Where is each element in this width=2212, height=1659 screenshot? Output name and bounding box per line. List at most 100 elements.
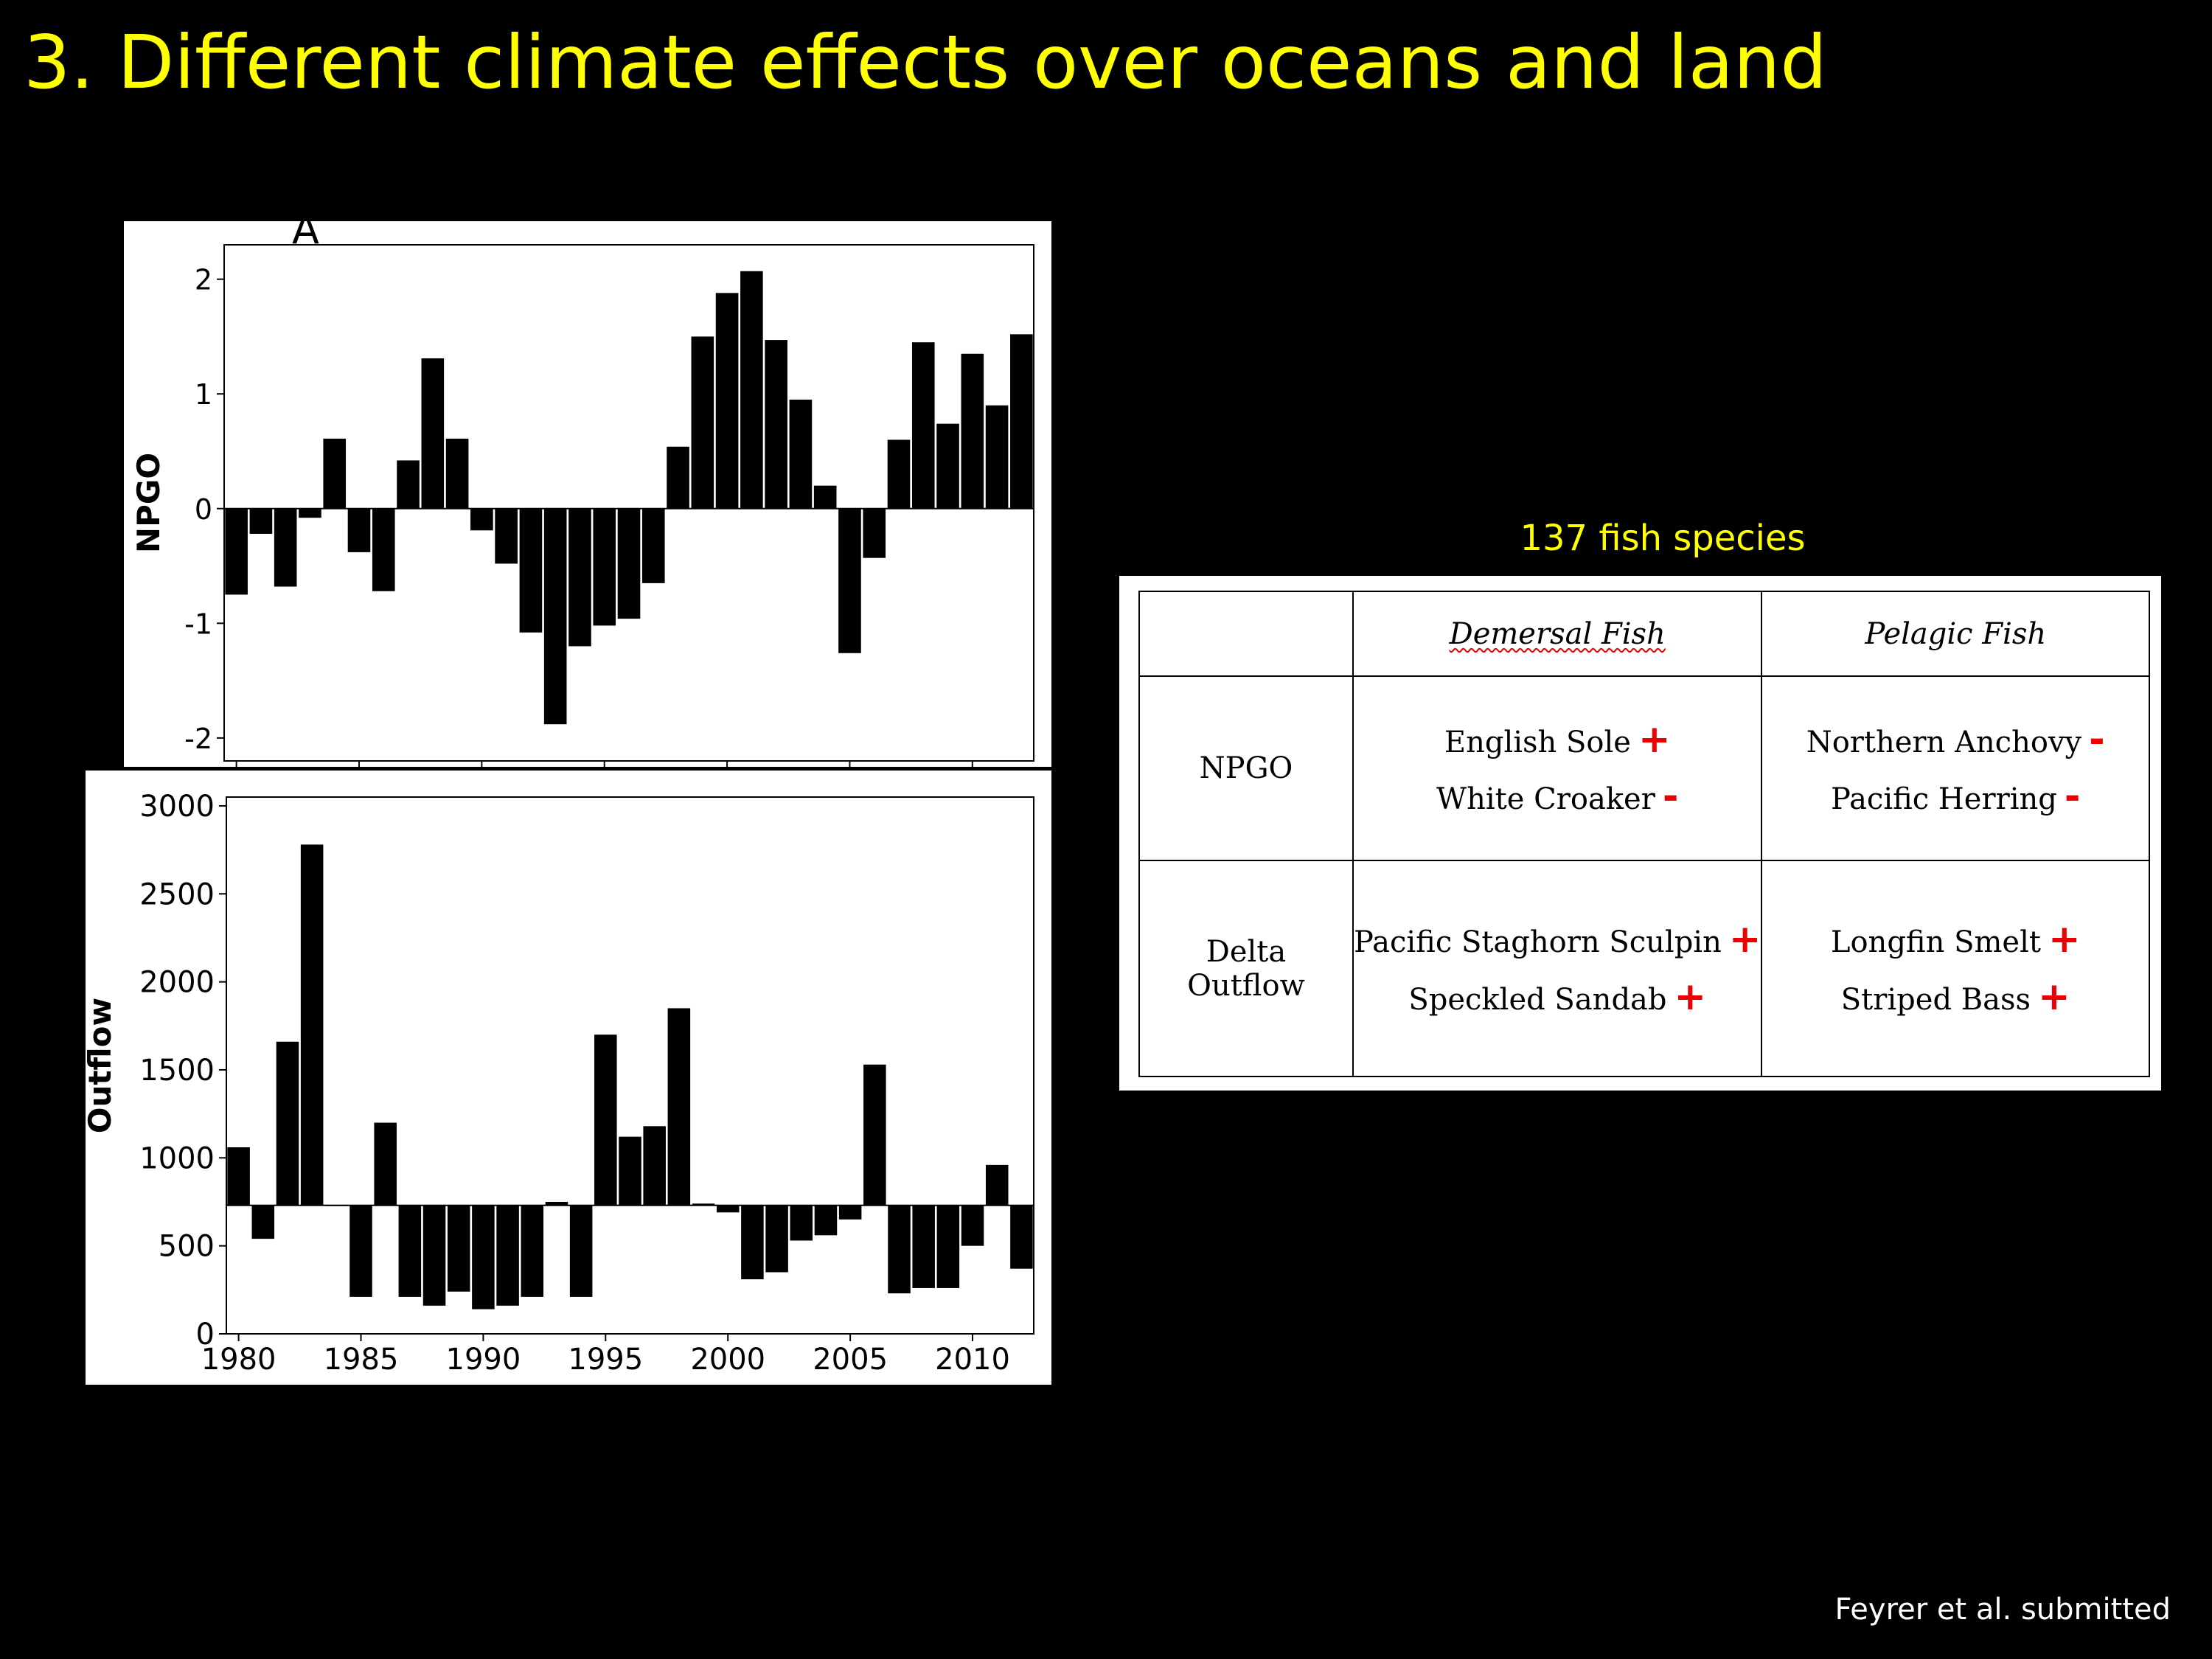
fish-name: Striped Bass: [1840, 982, 2031, 1017]
bar-1997: [641, 508, 665, 583]
bar-2008: [911, 342, 935, 509]
bar-2001: [740, 271, 763, 509]
fish-table: Demersal Fish Pelagic Fish NPGO English …: [1138, 591, 2150, 1077]
bar-1986: [374, 1122, 397, 1206]
cell-npgo-pelagic: Northern Anchovy - Pacific Herring -: [1761, 675, 2150, 861]
bar-1997: [643, 1126, 666, 1206]
bar-2012: [1010, 334, 1033, 509]
bar-1995: [593, 508, 616, 626]
bar-1982: [274, 508, 297, 587]
outflow-chart: 0 500 1000 1500 2000 2500 3000 1980 1985 1990 199…: [82, 790, 1034, 1377]
bar-1998: [667, 446, 689, 509]
effect-sign: +: [2048, 917, 2081, 962]
bar-1994: [568, 508, 591, 647]
y-tick-label: -1: [184, 608, 212, 640]
bar-2009: [936, 423, 959, 509]
fish-table-panel: Demersal Fish Pelagic Fish NPGO English …: [1119, 576, 2161, 1091]
bar-1981: [251, 1205, 275, 1239]
bar-1990: [472, 1205, 495, 1310]
npgo-plot-frame: [223, 244, 1034, 762]
bar-2005: [838, 1205, 862, 1220]
effect-sign: -: [2064, 774, 2081, 818]
effect-sign: +: [1638, 717, 1671, 762]
bar-2003: [789, 400, 813, 509]
bar-2001: [741, 1205, 764, 1280]
fish-name: Pacific Herring: [1830, 782, 2057, 816]
bar-1985: [349, 1205, 372, 1297]
table-row: NPGO English Sole + White Croaker - Northe…: [1138, 675, 2150, 861]
bar-1987: [398, 1205, 422, 1297]
bar-1995: [594, 1034, 617, 1206]
npgo-chart-panel: -2 -1 0 1 2 A NPGO: [124, 206, 1051, 768]
row-label-delta-outflow: Delta Outflow: [1138, 860, 1354, 1077]
y-tick-label: 1: [195, 378, 212, 411]
bar-1989: [445, 438, 469, 509]
col-header-demersal: Demersal Fish: [1352, 591, 1763, 677]
bar-2004: [814, 1205, 838, 1236]
y-tick-label: 2: [195, 264, 212, 296]
x-tick-label: 2005: [813, 1343, 888, 1377]
npgo-chart: -2 -1 0 1 2 A NPGO: [131, 206, 1034, 768]
y-tick-label: 2500: [139, 877, 215, 911]
bar-2010: [961, 353, 984, 509]
bar-2011: [985, 1164, 1009, 1206]
bar-1994: [569, 1205, 593, 1297]
outflow-chart-panel: 0 500 1000 1500 2000 2500 3000 1980 1985 1990 199…: [82, 771, 1051, 1385]
bar-1983: [299, 508, 321, 518]
bar-1989: [447, 1205, 470, 1292]
bar-2010: [961, 1205, 984, 1246]
bar-2002: [765, 1205, 788, 1273]
y-tick-label: -2: [184, 723, 212, 755]
fish-name: English Sole: [1444, 725, 1631, 759]
x-tick-label: 1980: [201, 1343, 276, 1377]
bar-2007: [887, 439, 911, 509]
bar-2004: [813, 485, 837, 509]
bar-2000: [715, 293, 739, 509]
y-tick-label: 1000: [139, 1141, 215, 1175]
bar-2003: [790, 1205, 813, 1241]
citation: Feyrer et al. submitted: [1834, 1593, 2171, 1627]
bar-2007: [888, 1205, 911, 1294]
bar-2009: [936, 1205, 960, 1288]
effect-sign: -: [2089, 717, 2105, 762]
y-tick-label: 2000: [139, 966, 215, 1000]
fish-name: White Croaker: [1436, 782, 1655, 816]
bar-1993: [543, 508, 567, 725]
effect-sign: -: [1662, 774, 1679, 818]
bar-1992: [519, 508, 543, 633]
bar-1991: [496, 1205, 519, 1306]
x-tick-label: 1985: [324, 1343, 399, 1377]
bar-1996: [617, 508, 641, 619]
effect-sign: +: [2038, 974, 2070, 1019]
outflow-y-axis-label: Outflow: [86, 998, 118, 1133]
fish-species-subtitle: 137 fish species: [1520, 518, 1806, 559]
bar-2011: [985, 405, 1009, 509]
bar-1999: [692, 1203, 715, 1206]
y-tick-label: 0: [195, 493, 212, 526]
bar-1982: [276, 1041, 299, 1206]
col-header-pelagic: Pelagic Fish: [1761, 591, 2150, 677]
bar-1981: [249, 508, 273, 534]
cell-npgo-demersal: English Sole + White Croaker -: [1352, 675, 1763, 861]
panel-label-a: A: [292, 221, 319, 253]
fish-name: Longfin Smelt: [1830, 925, 2041, 960]
x-tick-label: 2010: [935, 1343, 1010, 1377]
bar-2012: [1010, 1205, 1033, 1269]
bar-2006: [863, 508, 886, 558]
bar-1988: [421, 358, 445, 509]
bar-2005: [838, 508, 861, 653]
bar-1998: [667, 1008, 691, 1206]
x-tick-label: 1990: [446, 1343, 521, 1377]
bar-1996: [619, 1136, 641, 1206]
bar-2000: [716, 1205, 740, 1213]
bar-2002: [765, 340, 787, 509]
bar-1992: [521, 1205, 544, 1297]
table-corner-cell: [1138, 591, 1354, 677]
y-tick-label: 3000: [139, 790, 215, 824]
bar-1980: [225, 508, 248, 595]
bar-1987: [397, 460, 420, 509]
fish-name: Pacific Staghorn Sculpin: [1354, 925, 1722, 960]
cell-outflow-demersal: Pacific Staghorn Sculpin + Speckled Sanda…: [1352, 860, 1763, 1077]
x-tick-label: 2000: [690, 1343, 765, 1377]
bar-1984: [323, 438, 347, 509]
